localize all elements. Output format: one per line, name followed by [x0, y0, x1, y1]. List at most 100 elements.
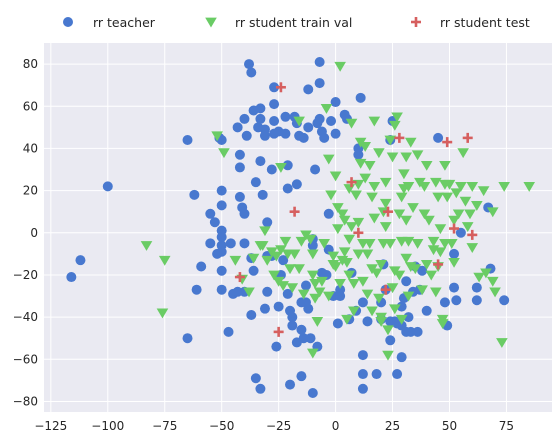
point-rr-teacher [224, 327, 234, 337]
point-rr-teacher [262, 287, 272, 297]
point-rr-teacher [372, 369, 382, 379]
point-rr-teacher [283, 183, 293, 193]
point-rr-teacher [260, 304, 270, 314]
point-rr-teacher [292, 179, 302, 189]
point-rr-teacher [331, 97, 341, 107]
point-rr-teacher [217, 266, 227, 276]
point-rr-teacher [472, 295, 482, 305]
point-rr-teacher [217, 200, 227, 210]
point-rr-teacher [262, 217, 272, 227]
y-tick-label: 20 [23, 184, 38, 198]
point-rr-teacher [306, 333, 316, 343]
legend-marker-rr-student-train-val [205, 18, 217, 28]
point-rr-teacher [499, 295, 509, 305]
y-tick-label: 80 [23, 57, 38, 71]
point-rr-teacher [362, 316, 372, 326]
point-rr-teacher [267, 165, 277, 175]
point-rr-teacher [449, 249, 459, 259]
point-rr-teacher [331, 129, 341, 139]
x-axis-ticks: −125 −100 −75 −50 −25 0 25 50 75 [34, 419, 514, 433]
x-tick-label: 50 [442, 419, 457, 433]
point-rr-teacher [392, 369, 402, 379]
point-rr-teacher [196, 262, 206, 272]
point-rr-teacher [251, 373, 261, 383]
point-rr-teacher [251, 177, 261, 187]
point-rr-teacher [235, 162, 245, 172]
point-rr-teacher [413, 327, 423, 337]
point-rr-teacher [246, 310, 256, 320]
point-rr-teacher [296, 371, 306, 381]
point-rr-teacher [353, 150, 363, 160]
y-tick-label: 0 [30, 226, 38, 240]
y-tick-label: 40 [23, 141, 38, 155]
y-axis-ticks: −80 −60 −40 −20 0 20 40 60 80 [13, 57, 38, 408]
legend-label-rr-student-train-val: rr student train val [235, 15, 352, 30]
point-rr-teacher [308, 388, 318, 398]
point-rr-teacher [255, 156, 265, 166]
point-rr-teacher [296, 325, 306, 335]
point-rr-teacher [103, 181, 113, 191]
point-rr-teacher [183, 135, 193, 145]
point-rr-teacher [315, 114, 325, 124]
point-rr-teacher [189, 190, 199, 200]
point-rr-teacher [301, 280, 311, 290]
point-rr-teacher [239, 209, 249, 219]
point-rr-teacher [260, 131, 270, 141]
point-rr-teacher [433, 133, 443, 143]
point-rr-teacher [303, 304, 313, 314]
point-rr-teacher [217, 247, 227, 257]
point-rr-teacher [192, 285, 202, 295]
y-tick-label: 60 [23, 99, 38, 113]
point-rr-teacher [66, 272, 76, 282]
point-rr-teacher [271, 342, 281, 352]
legend-item-rr-teacher: rr teacher [63, 15, 156, 30]
point-rr-teacher [255, 103, 265, 113]
point-rr-teacher [217, 186, 227, 196]
y-tick-label: −60 [13, 352, 38, 366]
point-rr-teacher [303, 122, 313, 132]
y-tick-label: −40 [13, 310, 38, 324]
y-tick-label: −20 [13, 268, 38, 282]
point-rr-teacher [255, 114, 265, 124]
y-tick-label: −80 [13, 394, 38, 408]
point-rr-teacher [315, 78, 325, 88]
point-rr-teacher [233, 122, 243, 132]
point-rr-teacher [299, 133, 309, 143]
legend: rr teacher rr student train val rr stude… [63, 15, 530, 30]
point-rr-teacher [183, 333, 193, 343]
point-rr-teacher [358, 384, 368, 394]
point-rr-teacher [269, 99, 279, 109]
legend-label-rr-student-test: rr student test [440, 15, 530, 30]
point-rr-teacher [324, 209, 334, 219]
legend-marker-rr-student-test [411, 17, 421, 27]
x-tick-label: 25 [385, 419, 400, 433]
point-rr-teacher [217, 285, 227, 295]
legend-marker-rr-teacher [63, 17, 73, 27]
point-rr-teacher [319, 133, 329, 143]
point-rr-teacher [356, 93, 366, 103]
point-rr-teacher [280, 112, 290, 122]
point-rr-teacher [239, 114, 249, 124]
point-rr-teacher [210, 217, 220, 227]
point-rr-teacher [333, 318, 343, 328]
point-rr-teacher [451, 295, 461, 305]
x-tick-label: −100 [91, 419, 124, 433]
point-rr-teacher [385, 335, 395, 345]
point-rr-teacher [285, 380, 295, 390]
x-tick-label: −25 [266, 419, 291, 433]
plot-area [44, 43, 552, 412]
point-rr-teacher [440, 297, 450, 307]
point-rr-teacher [401, 276, 411, 286]
point-rr-teacher [358, 297, 368, 307]
point-rr-teacher [75, 255, 85, 265]
point-rr-teacher [269, 116, 279, 126]
legend-label-rr-teacher: rr teacher [93, 15, 156, 30]
x-tick-label: 0 [332, 419, 340, 433]
legend-item-rr-student-test: rr student test [411, 15, 530, 30]
x-tick-label: −50 [209, 419, 234, 433]
point-rr-teacher [335, 291, 345, 301]
point-rr-teacher [358, 350, 368, 360]
point-rr-teacher [422, 306, 432, 316]
point-rr-teacher [242, 131, 252, 141]
